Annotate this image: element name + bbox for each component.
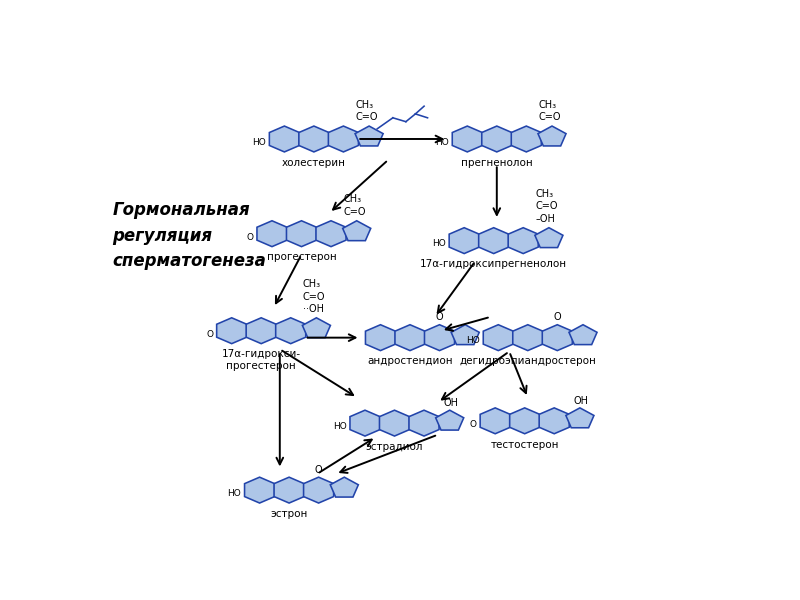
- Text: тестостерон: тестостерон: [490, 440, 559, 449]
- Polygon shape: [539, 408, 570, 434]
- Text: прегненолон: прегненолон: [461, 158, 533, 168]
- Polygon shape: [511, 126, 542, 152]
- Polygon shape: [436, 410, 464, 430]
- Polygon shape: [302, 318, 330, 338]
- Text: O: O: [436, 312, 443, 322]
- Polygon shape: [379, 410, 410, 436]
- Text: O: O: [470, 420, 477, 429]
- Text: O: O: [554, 312, 561, 322]
- Polygon shape: [350, 410, 380, 436]
- Polygon shape: [366, 325, 395, 350]
- Text: CH₃
C=O: CH₃ C=O: [355, 100, 378, 122]
- Polygon shape: [257, 221, 287, 247]
- Text: OH: OH: [444, 398, 458, 408]
- Text: CH₃
C=O: CH₃ C=O: [343, 194, 366, 217]
- Text: HO: HO: [228, 489, 242, 498]
- Polygon shape: [316, 221, 346, 247]
- Text: HO: HO: [435, 138, 449, 147]
- Text: 17α-гидроксипрегненолон: 17α-гидроксипрегненолон: [420, 259, 567, 269]
- Text: прогестерон: прогестерон: [266, 253, 336, 262]
- Text: CH₃
C=O
–OH: CH₃ C=O –OH: [535, 189, 558, 224]
- Text: O: O: [314, 464, 322, 475]
- Polygon shape: [508, 227, 538, 254]
- Polygon shape: [245, 477, 274, 503]
- Polygon shape: [569, 325, 597, 344]
- Polygon shape: [566, 408, 594, 428]
- Text: дегидроэпиандростерон: дегидроэпиандростерон: [459, 356, 596, 367]
- Polygon shape: [355, 126, 383, 146]
- Text: сперматогенеза: сперматогенеза: [112, 252, 266, 270]
- Polygon shape: [452, 126, 482, 152]
- Polygon shape: [328, 126, 358, 152]
- Text: OH: OH: [574, 395, 589, 406]
- Polygon shape: [483, 325, 514, 350]
- Text: O: O: [206, 330, 214, 339]
- Polygon shape: [246, 318, 276, 344]
- Polygon shape: [482, 126, 512, 152]
- Polygon shape: [449, 227, 479, 254]
- Polygon shape: [451, 325, 479, 344]
- Text: эстрон: эстрон: [270, 509, 308, 519]
- Polygon shape: [270, 126, 299, 152]
- Text: CH₃
C=O
··OH: CH₃ C=O ··OH: [303, 279, 326, 314]
- Polygon shape: [395, 325, 425, 350]
- Polygon shape: [425, 325, 454, 350]
- Polygon shape: [513, 325, 543, 350]
- Text: HO: HO: [466, 337, 480, 346]
- Polygon shape: [299, 126, 329, 152]
- Polygon shape: [478, 227, 509, 254]
- Text: HO: HO: [253, 138, 266, 147]
- Text: CH₃
C=O: CH₃ C=O: [538, 100, 561, 122]
- Polygon shape: [217, 318, 246, 344]
- Text: O: O: [246, 233, 254, 242]
- Polygon shape: [342, 221, 370, 241]
- Polygon shape: [535, 227, 563, 248]
- Text: эстрадиол: эстрадиол: [366, 442, 423, 452]
- Polygon shape: [510, 408, 540, 434]
- Polygon shape: [409, 410, 439, 436]
- Polygon shape: [276, 318, 306, 344]
- Text: HO: HO: [432, 239, 446, 248]
- Text: холестерин: холестерин: [282, 158, 346, 168]
- Text: регуляция: регуляция: [112, 227, 213, 245]
- Polygon shape: [330, 477, 358, 497]
- Polygon shape: [286, 221, 317, 247]
- Text: 17α-гидрокси-
прогестерон: 17α-гидрокси- прогестерон: [222, 349, 301, 371]
- Text: HO: HO: [333, 422, 346, 431]
- Text: андростендион: андростендион: [367, 356, 453, 367]
- Polygon shape: [538, 126, 566, 146]
- Polygon shape: [274, 477, 304, 503]
- Polygon shape: [480, 408, 510, 434]
- Polygon shape: [542, 325, 572, 350]
- Text: Гормональная: Гормональная: [112, 202, 250, 220]
- Polygon shape: [303, 477, 334, 503]
